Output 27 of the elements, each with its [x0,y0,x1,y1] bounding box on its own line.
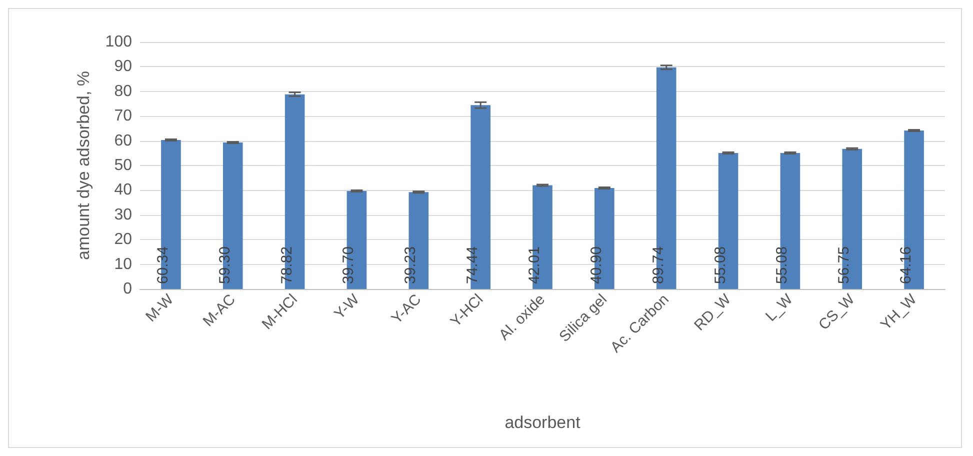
y-tick-label: 100 [105,34,132,50]
data-label: 42.01 [526,246,543,284]
x-axis-title: adsorbent [504,413,581,432]
y-tick-label: 70 [114,108,132,125]
data-label: 59.30 [216,246,234,284]
y-tick-label: 90 [114,58,132,76]
data-label: 89.74 [650,246,667,284]
y-tick-label: 10 [114,256,132,273]
y-tick-label: 80 [114,82,132,100]
data-label: 39.70 [340,246,358,284]
y-tick-label: 20 [114,231,132,248]
data-label: 56.75 [836,246,853,284]
y-tick-label: 50 [114,157,132,174]
x-tick-label: Y-W [331,290,364,323]
data-label: 40.90 [588,246,605,284]
y-tick-label: 0 [123,280,132,298]
y-axis-title: amount dye adsorbed, % [74,70,93,260]
data-label: 64.16 [898,246,915,284]
y-tick-label: 60 [114,132,132,150]
data-label: 39.23 [402,246,420,284]
data-label: 55.08 [774,246,791,284]
data-label: 78.82 [278,246,296,284]
y-tick-label: 30 [114,206,132,224]
data-label: 60.34 [154,246,172,284]
data-label: 55.08 [712,246,729,284]
y-tick-label: 40 [114,182,132,199]
data-label: 74.44 [464,246,482,284]
